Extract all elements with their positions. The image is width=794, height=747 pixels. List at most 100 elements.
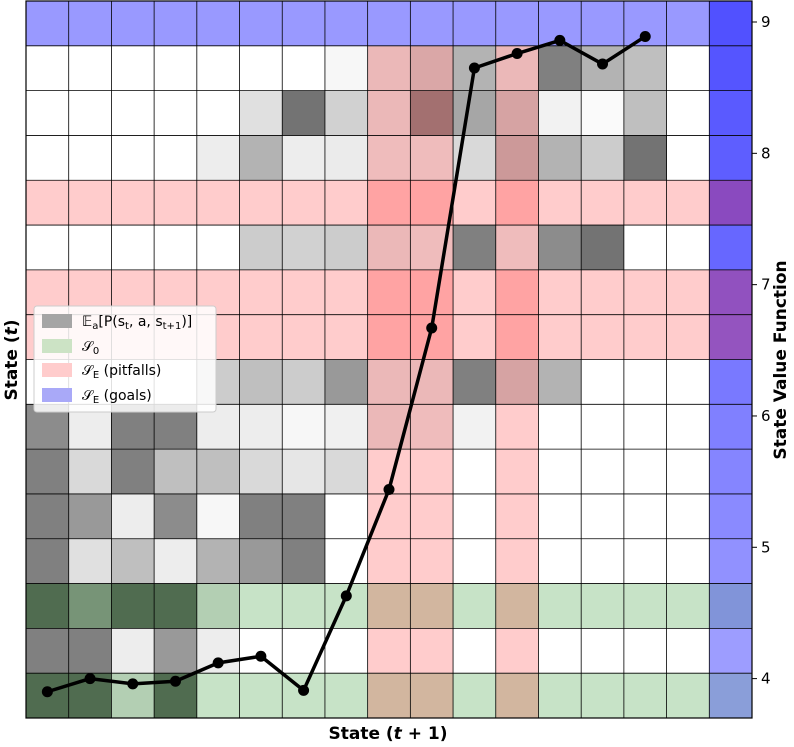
- value-function-point: [597, 58, 609, 70]
- heatmap-cell: [154, 583, 198, 629]
- heatmap-cell: [581, 673, 625, 719]
- heatmap-cell: [239, 45, 283, 92]
- heatmap-cell: [154, 538, 198, 585]
- y2-tick-label: 6: [761, 407, 771, 425]
- heatmap-cell: [26, 449, 70, 495]
- heatmap-cell: [495, 1, 539, 47]
- heatmap-cell: [111, 1, 155, 47]
- heatmap-cell: [196, 1, 241, 47]
- heatmap-cell: [26, 1, 70, 47]
- heatmap-cell: [453, 90, 497, 136]
- heatmap-cell: [26, 225, 70, 271]
- heatmap-cell: [538, 180, 582, 226]
- heatmap-cell: [410, 90, 454, 136]
- heatmap-cell: [111, 180, 155, 226]
- value-function-cell: [709, 359, 752, 405]
- heatmap-cell: [196, 225, 241, 271]
- value-function-point: [554, 34, 566, 46]
- heatmap-cell: [68, 628, 112, 674]
- legend-box: [33, 305, 217, 413]
- heatmap-cell: [324, 180, 369, 226]
- heatmap-cell: [154, 90, 198, 136]
- x-axis-label: State (t + 1): [328, 724, 447, 743]
- heatmap-cell: [453, 359, 497, 405]
- heatmap-cell: [324, 90, 369, 136]
- heatmap-cell: [239, 1, 283, 47]
- heatmap-cell: [410, 673, 454, 719]
- heatmap-cell: [410, 583, 454, 629]
- heatmap-cell: [68, 90, 112, 136]
- heatmap-cell: [495, 269, 539, 316]
- heatmap-cell: [666, 404, 710, 450]
- heatmap-cell: [282, 269, 326, 316]
- heatmap-cell: [367, 314, 411, 360]
- heatmap-cell: [581, 269, 625, 316]
- legend-swatch-pitfalls: [42, 363, 72, 377]
- heatmap-cell: [111, 449, 155, 495]
- heatmap-cell: [410, 628, 454, 674]
- heatmap-cell: [68, 493, 112, 540]
- heatmap-cell: [581, 90, 625, 136]
- heatmap-cell: [68, 449, 112, 495]
- heatmap-cell: [239, 493, 283, 540]
- heatmap-cell: [111, 90, 155, 136]
- heatmap-cell: [495, 449, 539, 495]
- heatmap-cell: [495, 673, 539, 719]
- heatmap-cell: [196, 180, 241, 226]
- heatmap-cell: [367, 225, 411, 271]
- heatmap-cell: [581, 493, 625, 540]
- heatmap-cell: [453, 225, 497, 271]
- heatmap-cell: [111, 135, 155, 181]
- heatmap-cell: [666, 538, 710, 585]
- heatmap-cell: [324, 628, 369, 674]
- heatmap-cell: [26, 583, 70, 629]
- heatmap-cell: [324, 583, 369, 629]
- legend-label-initial: 𝒮0: [82, 339, 99, 357]
- heatmap-cell: [623, 269, 668, 316]
- value-function-cell: [709, 45, 752, 92]
- heatmap-cell: [239, 135, 283, 181]
- heatmap-cell: [453, 1, 497, 47]
- heatmap-cell: [239, 538, 283, 585]
- heatmap-cell: [154, 225, 198, 271]
- heatmap-cell: [68, 583, 112, 629]
- heatmap-cell: [581, 628, 625, 674]
- heatmap-cell: [581, 359, 625, 405]
- heatmap-cell: [324, 404, 369, 450]
- heatmap-cell: [367, 180, 411, 226]
- heatmap-cell: [666, 1, 710, 47]
- heatmap-cell: [538, 90, 582, 136]
- heatmap-cell: [623, 538, 668, 585]
- heatmap-cell: [666, 269, 710, 316]
- heatmap-cell: [68, 135, 112, 181]
- heatmap-cell: [410, 269, 454, 316]
- heatmap-cell: [495, 628, 539, 674]
- y2-axis-ticks: 4 5 6 7 8 9: [752, 13, 771, 688]
- value-function-point: [340, 590, 352, 602]
- heatmap-cell: [666, 583, 710, 629]
- heatmap-cell: [282, 449, 326, 495]
- heatmap-cells: [26, 1, 710, 719]
- heatmap-cell: [453, 628, 497, 674]
- heatmap-cell: [495, 493, 539, 540]
- heatmap-cell: [154, 135, 198, 181]
- heatmap-cell: [367, 404, 411, 450]
- legend-label-goals: 𝒮E (goals): [82, 388, 152, 406]
- heatmap-cell: [196, 538, 241, 585]
- heatmap-cell: [367, 628, 411, 674]
- heatmap-cell: [367, 1, 411, 47]
- heatmap-cell: [453, 314, 497, 360]
- heatmap-cell: [495, 583, 539, 629]
- legend-swatch-transition: [42, 314, 72, 328]
- value-function-cell: [709, 90, 752, 136]
- value-function-point: [127, 678, 139, 690]
- heatmap-cell: [26, 90, 70, 136]
- heatmap-cell: [367, 583, 411, 629]
- heatmap-cell: [282, 583, 326, 629]
- heatmap-cell: [623, 314, 668, 360]
- y2-tick-label: 8: [761, 144, 771, 162]
- value-function-points: [41, 30, 651, 698]
- heatmap-cell: [367, 45, 411, 92]
- heatmap-cell: [581, 135, 625, 181]
